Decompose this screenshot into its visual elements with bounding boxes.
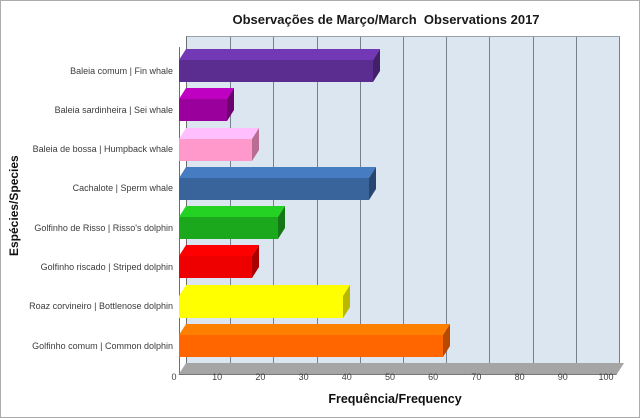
bar-6-top xyxy=(179,284,351,296)
bar-0-top xyxy=(179,49,381,60)
bar-4-face xyxy=(179,217,279,240)
bar-6-face xyxy=(179,295,344,318)
bar-1-top xyxy=(179,88,234,100)
gridline-20 xyxy=(273,37,275,364)
gridline-90 xyxy=(575,37,577,364)
category-label-3: Cachalote | Sperm whale xyxy=(72,183,173,194)
gridline-40 xyxy=(359,37,361,364)
bar-3 xyxy=(179,166,377,200)
gridline-60 xyxy=(446,37,448,364)
tick-label-50: 50 xyxy=(384,372,395,382)
x-axis-title: Frequência/Frequency xyxy=(328,392,462,406)
category-label-5: Golfinho riscado | Striped dolphin xyxy=(40,261,173,272)
tick-label-70: 70 xyxy=(471,372,482,382)
bar-7-face xyxy=(179,335,443,358)
category-label-1: Baleia sardinheira | Sei whale xyxy=(54,104,173,115)
category-label-6: Roaz corvineiro | Bottlenose dolphin xyxy=(29,301,173,312)
bar-2-face xyxy=(179,138,253,161)
bar-4-top xyxy=(179,206,286,218)
bar-6 xyxy=(179,284,351,318)
bar-4 xyxy=(179,206,286,240)
side-wall-edge xyxy=(179,47,180,374)
y-axis-title: Espécies/Species xyxy=(7,155,21,257)
gridline-50 xyxy=(403,37,404,364)
bar-5-face xyxy=(179,256,253,279)
tick-label-0: 0 xyxy=(171,372,177,382)
category-label-2: Baleia de bossa | Humpback whale xyxy=(32,144,173,155)
category-label-7: Golfinho comum | Common dolphin xyxy=(32,340,173,351)
gridline-10 xyxy=(230,37,232,364)
gridline-70 xyxy=(489,37,491,364)
bars-layer xyxy=(179,36,619,374)
bar-3-top xyxy=(179,166,377,178)
bar-7-top xyxy=(179,324,450,336)
bar-0 xyxy=(179,49,381,82)
gridline-30 xyxy=(316,37,318,364)
category-label-4: Golfinho de Risso | Risso's dolphin xyxy=(34,222,173,233)
bar-0-face xyxy=(179,60,374,82)
bar-3-face xyxy=(179,177,370,200)
tick-label-10: 10 xyxy=(212,372,223,382)
tick-label-90: 90 xyxy=(557,372,568,382)
tick-label-40: 40 xyxy=(341,372,352,382)
gridline-80 xyxy=(532,37,534,364)
gridline-100 xyxy=(619,37,620,364)
category-label-0: Baleia comum | Fin whale xyxy=(70,65,173,76)
chart-title: Observações de Março/March Observations … xyxy=(232,12,540,27)
bar-1 xyxy=(179,88,234,122)
bar-7 xyxy=(179,324,450,358)
tick-label-80: 80 xyxy=(514,372,525,382)
tick-label-20: 20 xyxy=(255,372,266,382)
tick-label-60: 60 xyxy=(428,372,439,382)
bar-5-top xyxy=(179,245,260,257)
bar-5 xyxy=(179,245,260,279)
tick-label-30: 30 xyxy=(298,372,309,382)
tick-label-100: 100 xyxy=(598,372,614,382)
bar-1-face xyxy=(179,99,227,122)
bar-2 xyxy=(179,127,260,161)
bar-2-top xyxy=(179,127,260,139)
